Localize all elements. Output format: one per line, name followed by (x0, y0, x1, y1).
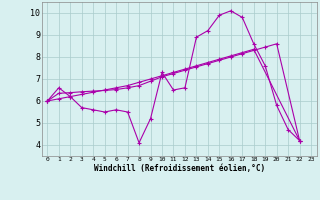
X-axis label: Windchill (Refroidissement éolien,°C): Windchill (Refroidissement éolien,°C) (94, 164, 265, 173)
